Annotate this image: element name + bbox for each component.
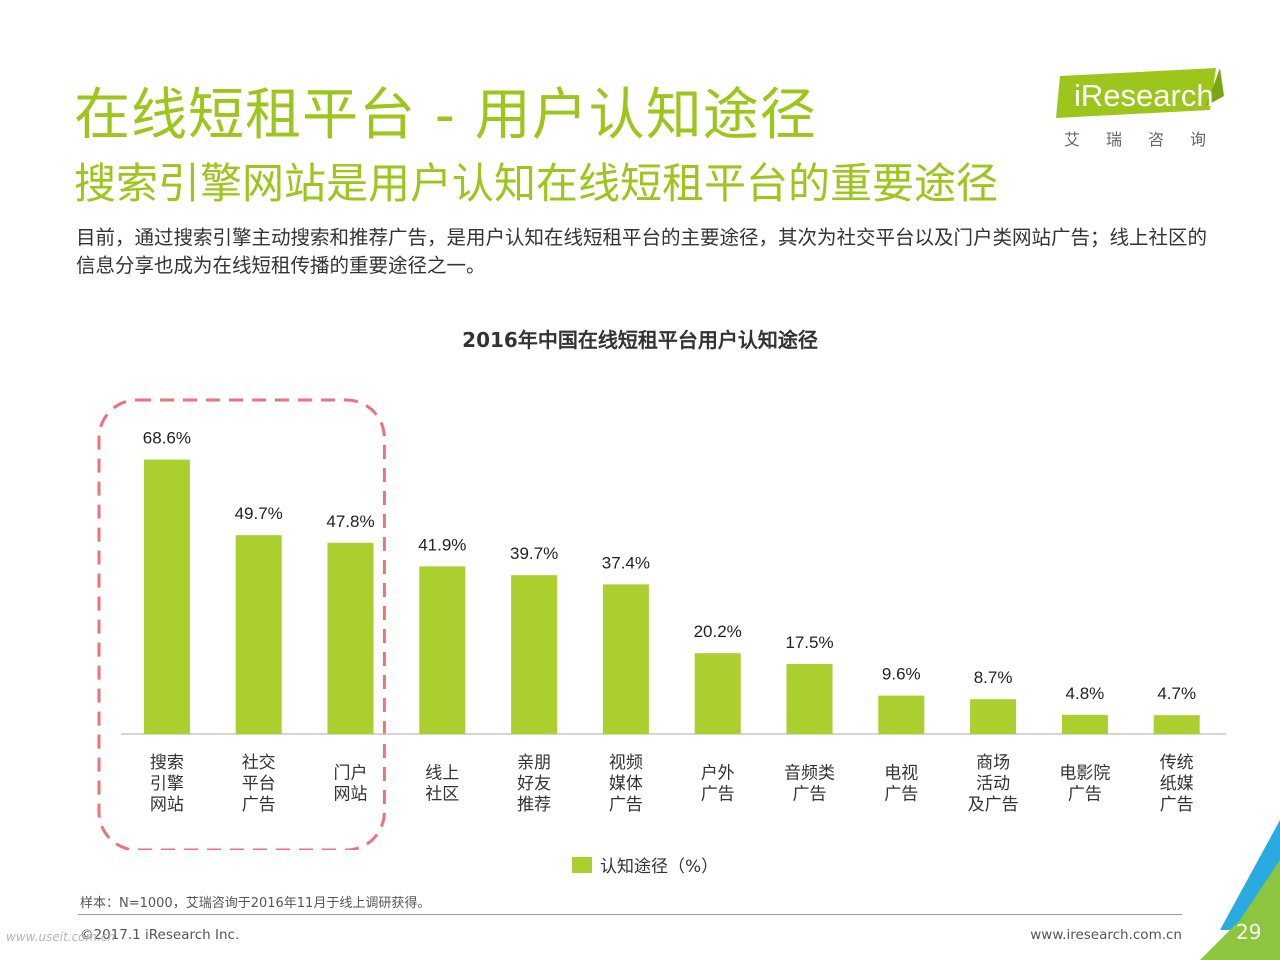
category-label: 广告 bbox=[242, 795, 276, 815]
category-label: 广告 bbox=[609, 795, 643, 815]
bar bbox=[327, 542, 374, 734]
bar bbox=[1061, 714, 1108, 734]
data-label: 41.9% bbox=[418, 535, 466, 554]
logo-banner-shape bbox=[1056, 68, 1224, 118]
page-subtitle: 搜索引擎网站是用户认知在线短租平台的重要途径 bbox=[74, 159, 999, 208]
category-label: 推荐 bbox=[517, 795, 551, 815]
highlight-box bbox=[97, 398, 386, 850]
category-label: 媒体 bbox=[609, 774, 643, 794]
corner-decoration bbox=[1200, 820, 1280, 960]
category-label: 门户 bbox=[334, 764, 368, 784]
category-label: 户外 bbox=[701, 764, 735, 784]
data-label: 68.6% bbox=[143, 429, 191, 448]
data-label: 9.6% bbox=[882, 665, 921, 684]
logo-sub-text: 艾瑞咨询 bbox=[1064, 130, 1233, 149]
bar bbox=[235, 535, 282, 734]
sample-note: 样本：N=1000，艾瑞咨询于2016年11月于线上调研获得。 bbox=[80, 896, 431, 911]
page-number: 29 bbox=[1236, 920, 1262, 944]
page-title: 在线短租平台 - 用户认知途径 bbox=[74, 83, 817, 148]
category-label: 引擎 bbox=[150, 774, 184, 794]
category-label: 亲朋 bbox=[517, 753, 551, 773]
footer-divider bbox=[78, 914, 1182, 915]
iresearch-logo: iResearch 艾瑞咨询 bbox=[1056, 66, 1226, 156]
data-label: 17.5% bbox=[785, 633, 833, 652]
logo-brand-text: iResearch bbox=[1074, 78, 1214, 113]
category-label: 及广告 bbox=[968, 795, 1019, 815]
category-label: 电影院 bbox=[1059, 764, 1110, 784]
data-label: 4.8% bbox=[1066, 684, 1105, 703]
bar bbox=[1153, 715, 1200, 734]
category-label: 社交 bbox=[242, 753, 276, 773]
bar bbox=[694, 653, 741, 734]
data-label: 49.7% bbox=[235, 504, 283, 523]
category-label: 电视 bbox=[884, 764, 918, 784]
chart-title: 2016年中国在线短租平台用户认知途径 bbox=[462, 328, 818, 352]
website-url: www.iresearch.com.cn bbox=[1030, 927, 1182, 943]
data-label: 39.7% bbox=[510, 544, 558, 563]
category-label: 视频 bbox=[609, 753, 643, 773]
category-label: 网站 bbox=[334, 785, 368, 805]
category-label: 商场 bbox=[976, 753, 1010, 773]
bar bbox=[419, 566, 466, 734]
category-label: 广告 bbox=[793, 785, 827, 805]
data-label: 47.8% bbox=[326, 512, 374, 531]
chart-legend: 认知途径（%） bbox=[572, 852, 718, 877]
bar bbox=[511, 575, 558, 734]
bar bbox=[970, 699, 1017, 734]
legend-label: 认知途径（%） bbox=[600, 857, 719, 877]
bar bbox=[786, 664, 833, 734]
category-label: 平台 bbox=[242, 774, 276, 794]
data-label: 37.4% bbox=[602, 553, 650, 572]
category-label: 音频类 bbox=[784, 764, 835, 784]
category-label: 活动 bbox=[976, 774, 1010, 794]
category-label: 社区 bbox=[425, 785, 459, 805]
bar-chart: 68.6%搜索引擎网站49.7%社交平台广告47.8%门户网站41.9%线上社区… bbox=[97, 398, 1227, 850]
bar bbox=[878, 695, 925, 734]
category-label: 纸媒 bbox=[1160, 774, 1194, 794]
category-label: 广告 bbox=[884, 785, 918, 805]
copyright-text: ©2017.1 iResearch Inc. bbox=[80, 927, 240, 943]
description-text: 目前，通过搜索引擎主动搜索和推荐广告，是用户认知在线短租平台的主要途径，其次为社… bbox=[76, 226, 1208, 277]
category-label: 好友 bbox=[517, 774, 551, 794]
data-label: 4.7% bbox=[1157, 684, 1196, 703]
category-label: 广告 bbox=[1160, 795, 1194, 815]
data-label: 20.2% bbox=[694, 622, 742, 641]
bar bbox=[143, 459, 190, 734]
watermark-text: www.useit.com.cn bbox=[6, 930, 116, 944]
legend-swatch bbox=[572, 856, 592, 873]
category-label: 广告 bbox=[1068, 785, 1102, 805]
data-label: 8.7% bbox=[974, 668, 1013, 687]
category-label: 广告 bbox=[701, 785, 735, 805]
category-label: 传统 bbox=[1160, 753, 1194, 773]
category-label: 网站 bbox=[150, 795, 184, 815]
category-label: 线上 bbox=[425, 764, 459, 784]
bar bbox=[602, 584, 649, 734]
category-label: 搜索 bbox=[150, 753, 184, 773]
